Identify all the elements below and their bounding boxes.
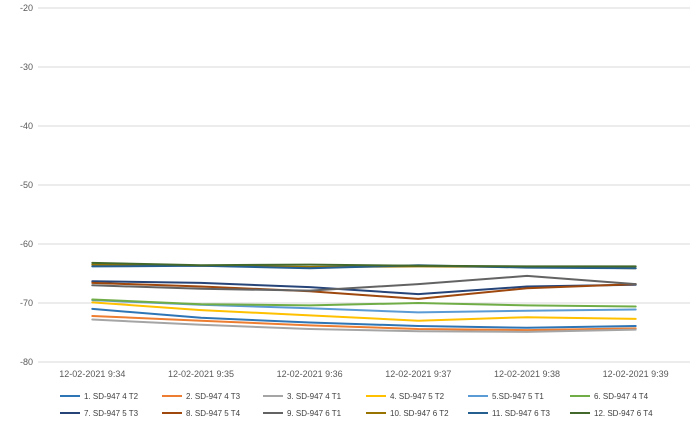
y-tick-label: -20 bbox=[20, 3, 33, 13]
legend-label: 6. SD-947 4 T4 bbox=[594, 392, 649, 401]
legend-item: 8. SD-947 5 T4 bbox=[162, 409, 241, 418]
legend-label: 7. SD-947 5 T3 bbox=[84, 409, 139, 418]
legend-label: 1. SD-947 4 T2 bbox=[84, 392, 139, 401]
x-tick-label: 12-02-2021 9:35 bbox=[168, 369, 234, 379]
y-tick-label: -70 bbox=[20, 298, 33, 308]
x-axis: 12-02-2021 9:34 12-02-2021 9:35 12-02-2021… bbox=[59, 369, 668, 379]
y-tick-label: -30 bbox=[20, 62, 33, 72]
series-line bbox=[91, 280, 637, 296]
legend-label: 10. SD-947 6 T2 bbox=[390, 409, 449, 418]
series-line bbox=[91, 264, 637, 270]
legend-item: 2. SD-947 4 T3 bbox=[162, 392, 241, 401]
legend-label: 5.SD-947 5 T1 bbox=[492, 392, 544, 401]
series-lines bbox=[91, 261, 637, 333]
y-tick-label: -80 bbox=[20, 357, 33, 367]
legend-item: 10. SD-947 6 T2 bbox=[366, 409, 449, 418]
x-tick-label: 12-02-2021 9:38 bbox=[494, 369, 560, 379]
y-tick-label: -50 bbox=[20, 180, 33, 190]
legend-item: 5.SD-947 5 T1 bbox=[468, 392, 544, 401]
series-line bbox=[91, 281, 637, 300]
x-tick-label: 12-02-2021 9:36 bbox=[277, 369, 343, 379]
legend-label: 2. SD-947 4 T3 bbox=[186, 392, 241, 401]
series-line bbox=[91, 274, 637, 292]
legend: 1. SD-947 4 T2 2. SD-947 4 T3 3. SD-947 4 … bbox=[60, 392, 653, 418]
legend-label: 3. SD-947 4 T1 bbox=[287, 392, 342, 401]
gridlines bbox=[38, 7, 690, 363]
series-line bbox=[91, 298, 637, 308]
x-tick-label: 12-02-2021 9:39 bbox=[603, 369, 669, 379]
legend-item: 9. SD-947 6 T1 bbox=[263, 409, 342, 418]
legend-item: 7. SD-947 5 T3 bbox=[60, 409, 139, 418]
legend-item: 11. SD-947 6 T3 bbox=[468, 409, 551, 418]
y-axis: -20 -30 -40 -50 -60 -70 -80 bbox=[20, 3, 33, 367]
series-line bbox=[91, 307, 637, 329]
y-tick-label: -60 bbox=[20, 239, 33, 249]
series-line bbox=[91, 261, 637, 268]
legend-label: 12. SD-947 6 T4 bbox=[594, 409, 653, 418]
legend-item: 1. SD-947 4 T2 bbox=[60, 392, 139, 401]
legend-label: 9. SD-947 6 T1 bbox=[287, 409, 342, 418]
x-tick-label: 12-02-2021 9:34 bbox=[59, 369, 125, 379]
y-tick-label: -40 bbox=[20, 121, 33, 131]
series-line bbox=[91, 318, 637, 333]
legend-item: 12. SD-947 6 T4 bbox=[570, 409, 653, 418]
legend-item: 3. SD-947 4 T1 bbox=[263, 392, 342, 401]
legend-item: 4. SD-947 5 T2 bbox=[366, 392, 445, 401]
legend-item: 6. SD-947 4 T4 bbox=[570, 392, 649, 401]
legend-label: 11. SD-947 6 T3 bbox=[492, 409, 551, 418]
series-line bbox=[91, 301, 637, 322]
x-tick-label: 12-02-2021 9:37 bbox=[385, 369, 451, 379]
series-line bbox=[91, 315, 637, 332]
legend-label: 4. SD-947 5 T2 bbox=[390, 392, 445, 401]
legend-label: 8. SD-947 5 T4 bbox=[186, 409, 241, 418]
